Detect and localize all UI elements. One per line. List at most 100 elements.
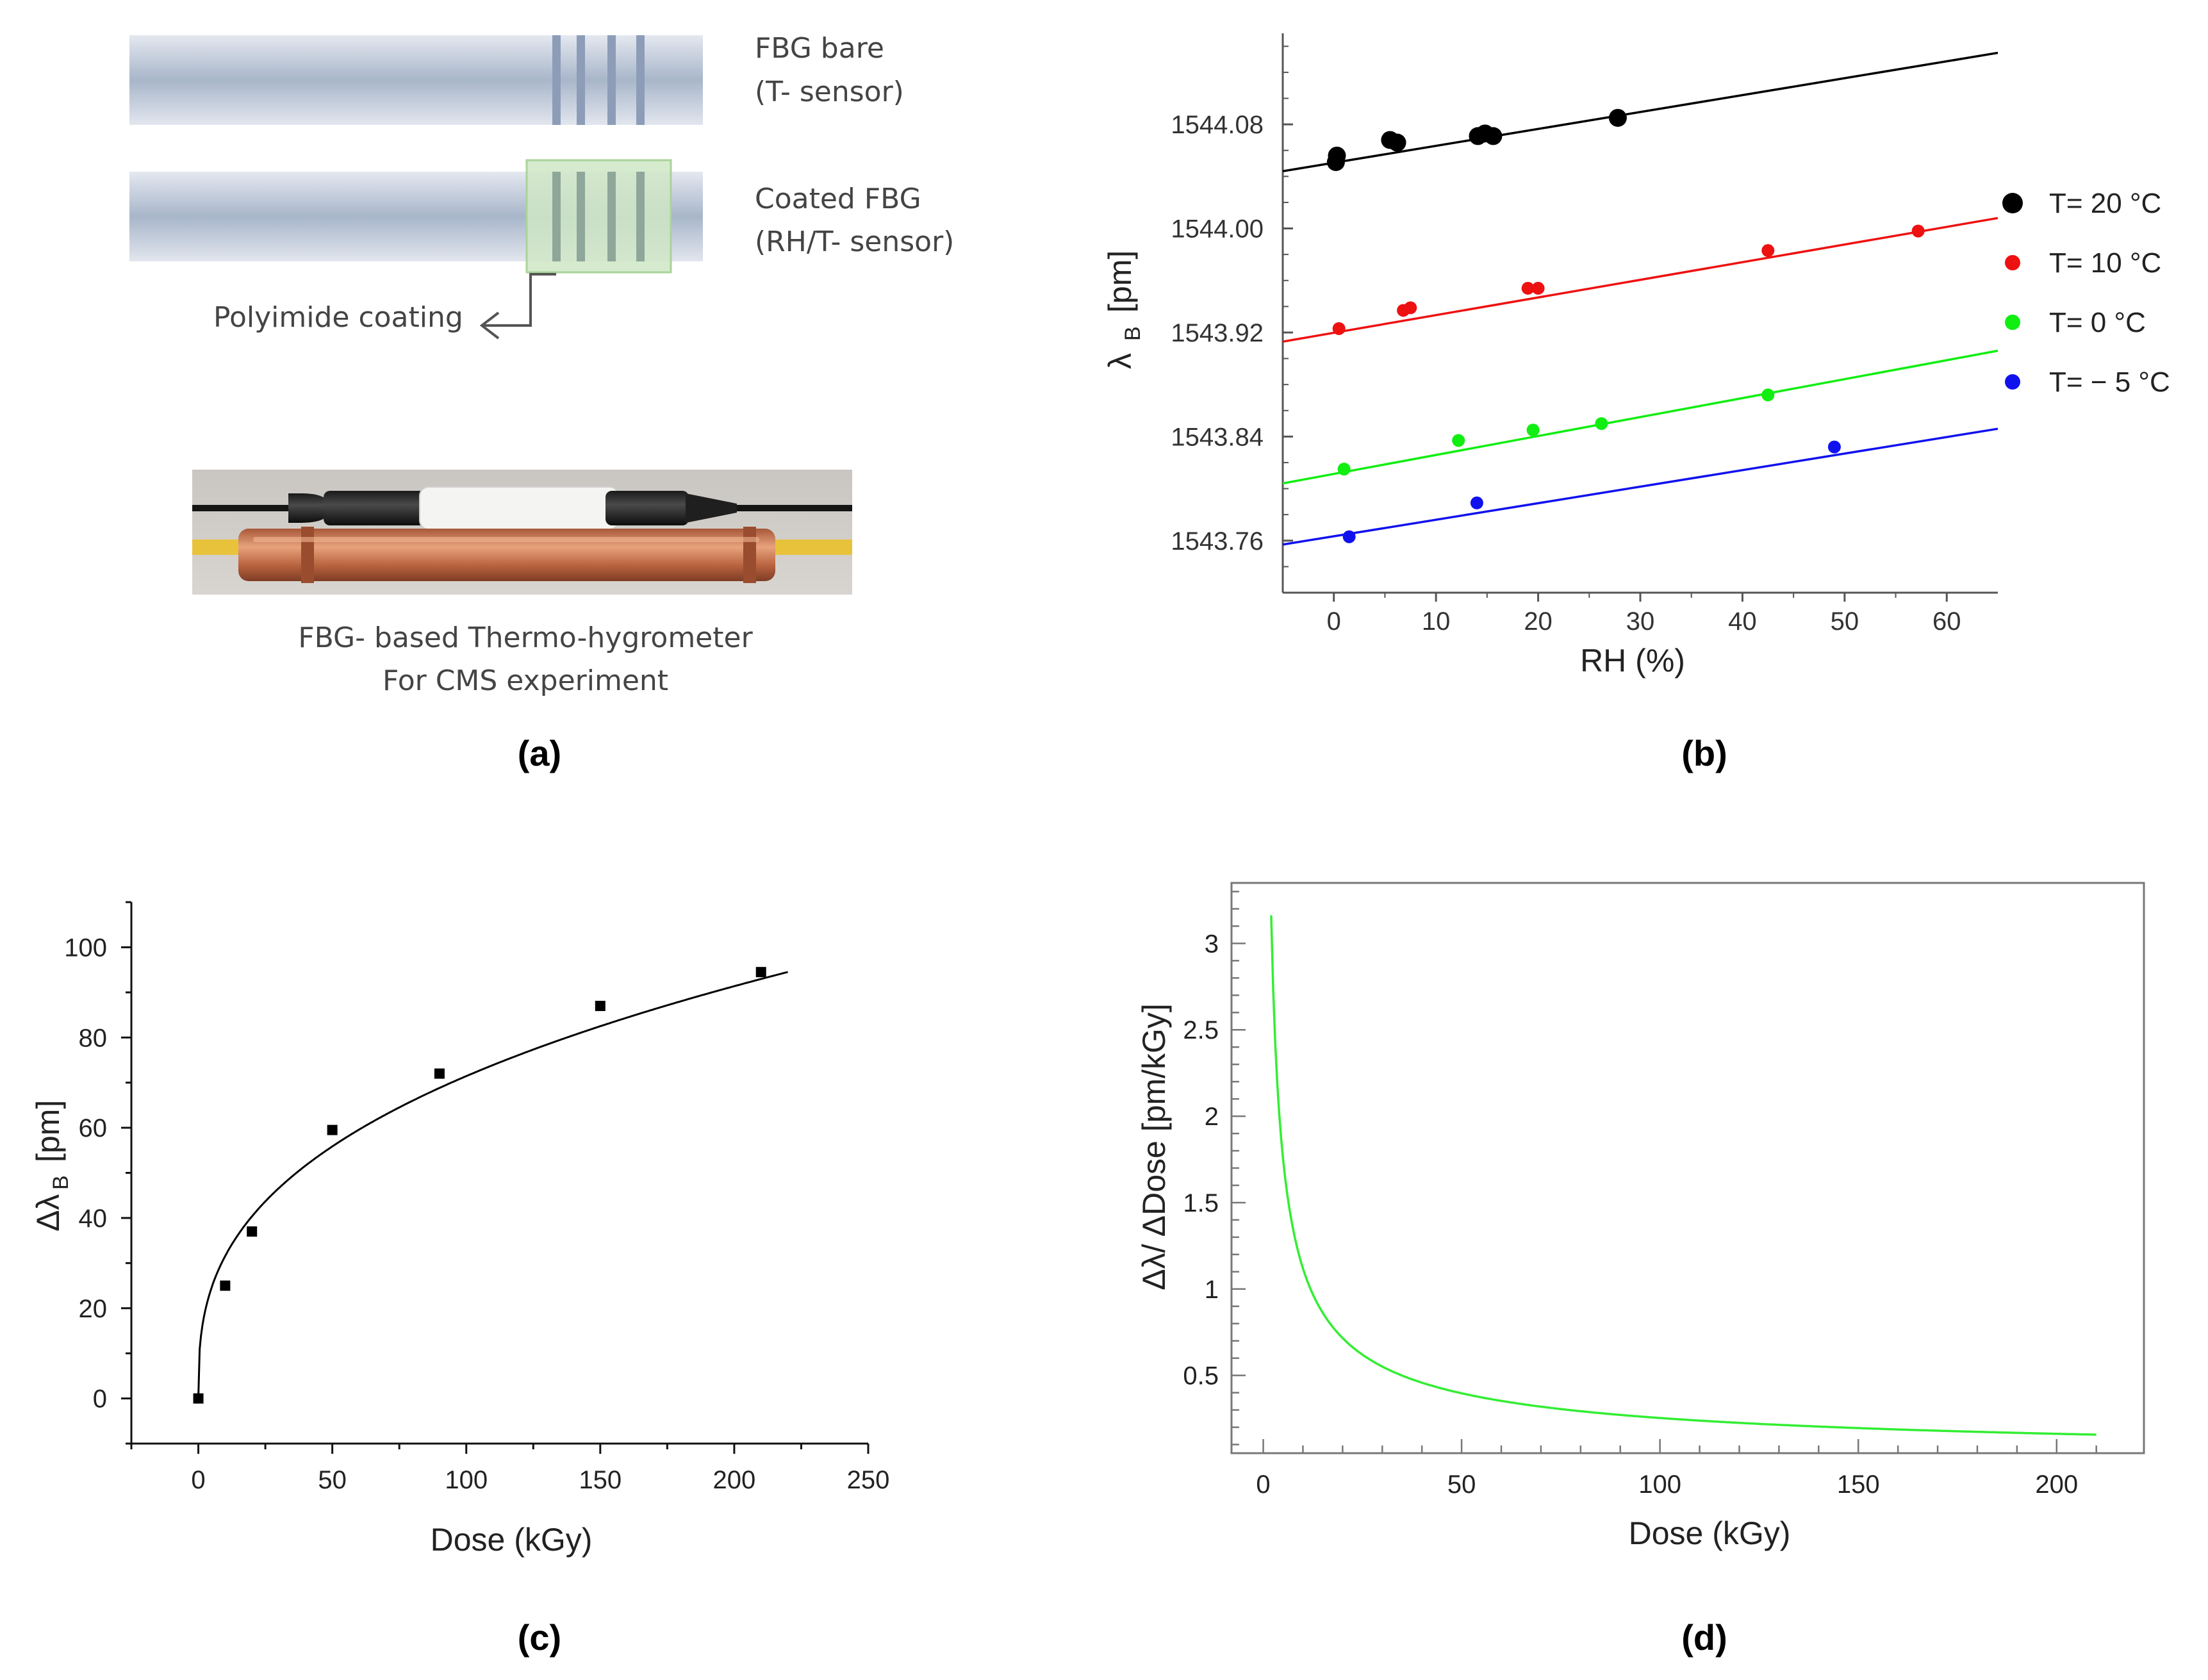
chart-b-point-t10 <box>1761 244 1774 257</box>
chart-b-ylabel: λ B [pm] <box>1102 251 1145 369</box>
chart-b-legend-marker-t20 <box>2002 193 2023 213</box>
chart-b-legend-marker-t10 <box>2005 255 2020 270</box>
chart-d-ytick-label: 2 <box>1205 1103 1219 1131</box>
chart-b-point-t0 <box>1527 424 1540 436</box>
chart-b-point-t0 <box>1595 417 1608 430</box>
chart-b-xtick-label: 0 <box>1327 607 1341 636</box>
chart-b-point-t10 <box>1333 322 1346 335</box>
chart-d-ytick-label: 1 <box>1205 1276 1219 1304</box>
chart-b-point-tm5 <box>1471 497 1483 509</box>
chart-b-legend-label-t20: T= 20 °C <box>2049 188 2161 219</box>
chart-b-fit-line-t20 <box>1283 53 1998 171</box>
photo-caption-1: FBG- based Thermo-hygrometer <box>298 622 753 654</box>
chart-c-xlabel: Dose (kGy) <box>431 1522 593 1558</box>
chart-b-ytick-label: 1543.76 <box>1171 527 1264 556</box>
coated-label-1: Coated FBG <box>755 183 921 215</box>
bare-label-1: FBG bare <box>755 32 884 65</box>
chart-b-xtick-label: 10 <box>1422 607 1451 636</box>
caption-b: (b) <box>1681 733 1727 773</box>
chart-c-xtick-label: 150 <box>579 1466 622 1494</box>
chart-b-legend-label-tm5: T= − 5 °C <box>2049 366 2170 398</box>
chart-b-fit-lines <box>1283 53 1998 544</box>
chart-c-xtick-label: 100 <box>445 1466 488 1494</box>
coating-label: Polyimide coating <box>213 301 463 334</box>
chart-d-ytick-label: 1.5 <box>1183 1189 1219 1217</box>
chart-c-point <box>194 1394 204 1404</box>
chart-d-curve <box>1271 916 2097 1435</box>
chart-d-ytick-label: 0.5 <box>1183 1362 1219 1390</box>
chart-c-ytick-label: 0 <box>93 1385 107 1413</box>
chart-b-point-t10 <box>1912 225 1925 238</box>
chart-b-fit-line-tm5 <box>1283 429 1998 545</box>
chart-b-point-t0 <box>1761 388 1774 401</box>
chart-c-point <box>434 1069 445 1079</box>
chart-b-legend-label-t10: T= 10 °C <box>2049 247 2161 279</box>
chart-d-axes <box>1232 883 2144 1453</box>
chart-b-xtick-label: 30 <box>1626 607 1655 636</box>
chart-b-point-t20 <box>1609 109 1627 127</box>
caption-a: (a) <box>518 733 561 773</box>
caption-d: (d) <box>1681 1617 1727 1658</box>
chart-d-line <box>1271 916 2097 1435</box>
chart-b-ylabel-unit: [pm] <box>1102 251 1138 313</box>
chart-c-point <box>756 967 766 977</box>
chart-b-ylabel-sub: B <box>1121 326 1145 341</box>
chart-b-xtick-label: 50 <box>1831 607 1859 636</box>
chart-b-legend-marker-tm5 <box>2005 374 2020 390</box>
chart-b-point-t0 <box>1338 463 1351 475</box>
panel-a: FBG bare (T- sensor) Coated FBG (RH/T- s… <box>129 32 954 773</box>
chart-c-point <box>247 1226 257 1237</box>
coating-pointer-arrow <box>482 274 556 338</box>
panel-d-chart: 0 50 100 150 200 0.5 1 1.5 2 2.5 3 Dose (kGy) Δλ/ … <box>1136 883 2144 1658</box>
coated-label-2: (RH/T- sensor) <box>755 226 954 258</box>
thermo-hygrometer-photo <box>192 470 852 595</box>
chart-d-xlabel: Dose (kGy) <box>1629 1515 1791 1551</box>
chart-c-xtick-label: 0 <box>191 1466 205 1494</box>
photo-caption-2: For CMS experiment <box>383 664 668 697</box>
chart-b-point-t20 <box>1388 134 1406 152</box>
chart-b-ylabel-main: λ <box>1102 353 1138 369</box>
chart-c-xtick-label: 250 <box>847 1466 890 1494</box>
chart-d-ticks: 0 50 100 150 200 0.5 1 1.5 2 2.5 3 <box>1183 891 2096 1499</box>
chart-b-xlabel: RH (%) <box>1580 643 1685 679</box>
chart-c-fit-line <box>199 972 788 1399</box>
chart-c-point <box>327 1125 338 1135</box>
chart-c-ytick-label: 100 <box>64 934 107 962</box>
chart-c-points <box>194 967 766 1403</box>
chart-b-ytick-label: 1543.84 <box>1171 423 1264 451</box>
chart-b-point-t20 <box>1328 147 1346 165</box>
chart-d-ylabel: Δλ/ ΔDose [pm/kGy] <box>1136 1003 1172 1290</box>
bare-label-2: (T- sensor) <box>755 76 904 108</box>
chart-c-xtick-label: 50 <box>318 1466 347 1494</box>
chart-b-xtick-label: 20 <box>1524 607 1553 636</box>
caption-c: (c) <box>518 1617 561 1658</box>
chart-c-ticks: 0 50 100 150 200 250 0 20 40 60 80 100 <box>64 902 889 1494</box>
chart-d-ytick-label: 2.5 <box>1183 1016 1219 1044</box>
panel-b-chart: 0 10 20 30 40 50 60 1543.76 1543.84 1543.92 1544.0… <box>1102 33 2170 773</box>
chart-b-points <box>1327 109 1925 543</box>
chart-d-frame <box>1232 883 2144 1453</box>
chart-d-xtick-label: 50 <box>1447 1470 1476 1499</box>
chart-b-legend: T= 20 °C T= 10 °C T= 0 °C T= − 5 °C <box>2002 188 2170 398</box>
chart-b-point-tm5 <box>1828 441 1841 454</box>
chart-b-xtick-label: 40 <box>1728 607 1757 636</box>
chart-b-point-tm5 <box>1343 531 1356 543</box>
chart-d-xtick-label: 100 <box>1638 1470 1681 1499</box>
chart-b-xtick-label: 60 <box>1932 607 1961 636</box>
panel-c-chart: 0 50 100 150 200 250 0 20 40 60 80 100 Dose (kGy) Δ… <box>30 902 889 1658</box>
chart-b-ytick-label: 1544.08 <box>1171 111 1264 139</box>
chart-c-xtick-label: 200 <box>713 1466 756 1494</box>
chart-c-ytick-label: 20 <box>79 1295 108 1323</box>
chart-b-point-t10 <box>1404 301 1417 314</box>
chart-b-point-t0 <box>1452 434 1465 447</box>
chart-c-ylabel-sub: B <box>49 1175 73 1190</box>
coated-fbg-fiber <box>129 160 703 272</box>
chart-b-axes <box>1283 33 1998 593</box>
figure-canvas: FBG bare (T- sensor) Coated FBG (RH/T- s… <box>0 0 2208 1680</box>
bare-fbg-fiber <box>129 35 703 125</box>
chart-b-point-t20 <box>1484 127 1502 145</box>
chart-c-axes <box>131 902 868 1444</box>
chart-c-fit-curve <box>199 972 788 1399</box>
chart-c-point <box>220 1281 230 1291</box>
chart-c-point <box>595 1001 606 1011</box>
